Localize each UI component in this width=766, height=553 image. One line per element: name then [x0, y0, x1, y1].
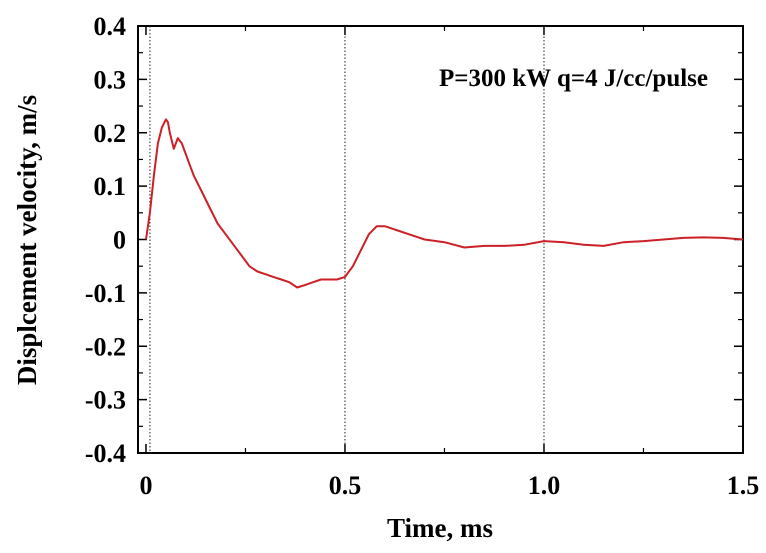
x-tick-label: 0: [139, 471, 152, 500]
y-tick-label: 0.2: [94, 119, 127, 148]
x-tick-label: 1.5: [727, 471, 760, 500]
y-tick-label: 0.4: [94, 12, 127, 41]
y-tick-label: -0.4: [85, 439, 126, 468]
series-line-0: [145, 118, 744, 289]
x-axis-ticks: 0 0.5 1.0 1.5: [139, 26, 759, 500]
x-tick-label: 0.5: [329, 471, 362, 500]
y-tick-label: 0: [113, 226, 126, 255]
annotation-text: P=300 kW q=4 J/cc/pulse: [439, 65, 708, 92]
x-tick-label: 1.0: [528, 471, 561, 500]
series-group: [145, 118, 744, 289]
vertical-dotted-lines: [149, 26, 545, 453]
y-tick-label: 0.3: [94, 65, 127, 94]
y-tick-label: -0.2: [85, 332, 126, 361]
y-axis-ticks: -0.4 -0.3 -0.2 -0.1 0 0.1 0.2 0.3 0.4: [85, 12, 743, 468]
y-axis-label: Displcement velocity, m/s: [12, 95, 42, 385]
x-axis-label: Time, ms: [387, 513, 493, 543]
y-tick-label: 0.1: [94, 172, 127, 201]
y-tick-label: -0.3: [85, 386, 126, 415]
y-tick-label: -0.1: [85, 279, 126, 308]
